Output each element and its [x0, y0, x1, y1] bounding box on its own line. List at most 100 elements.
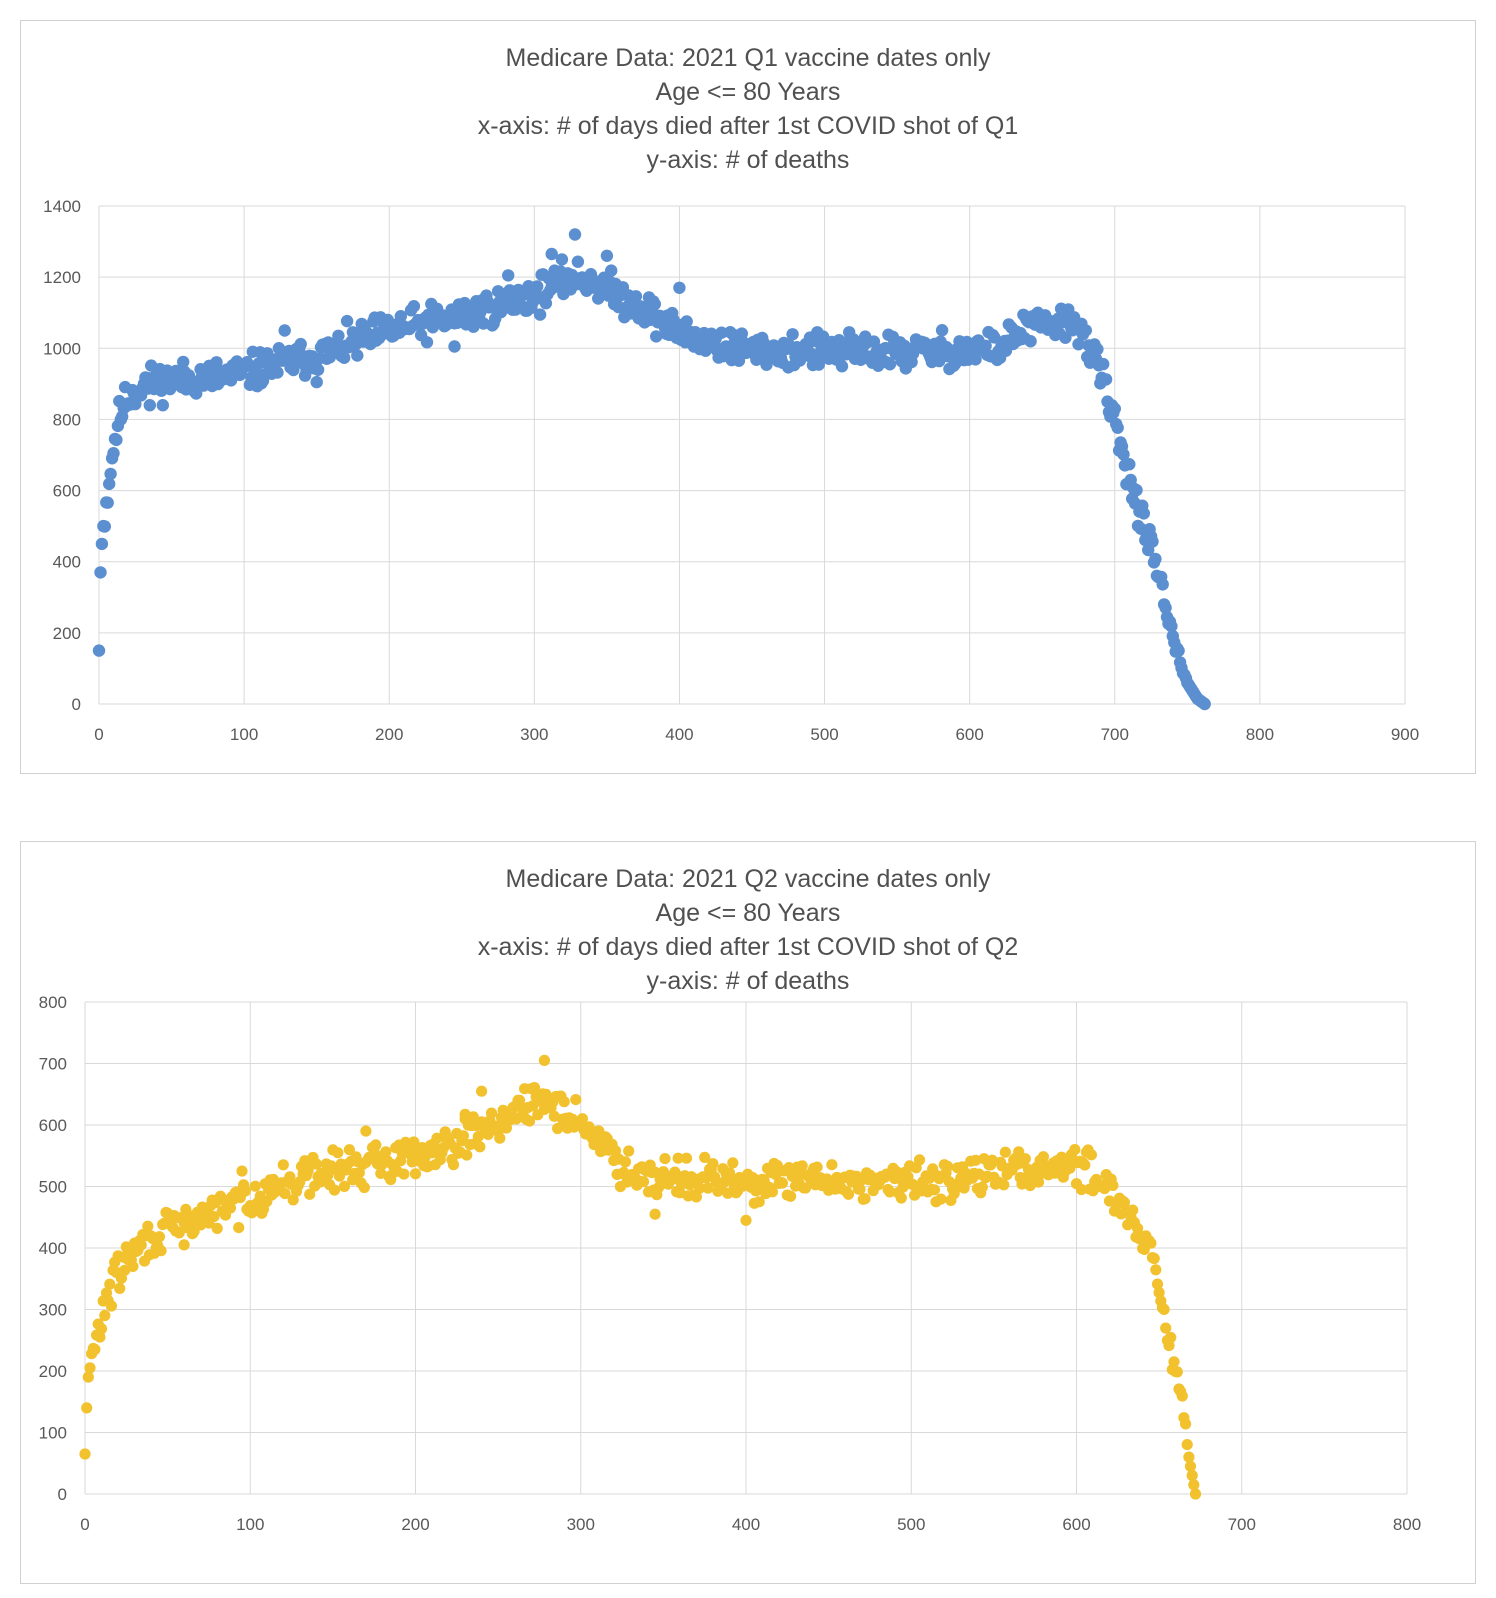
data-point: [95, 1323, 108, 1335]
title-line: Age <= 80 Years: [655, 899, 841, 927]
data-point: [98, 520, 112, 533]
data-point: [583, 1121, 595, 1133]
data-point: [680, 1152, 693, 1164]
data-point: [1172, 644, 1185, 657]
data-point: [649, 1208, 661, 1220]
y-tick-label: 200: [53, 624, 81, 643]
data-point: [457, 1130, 469, 1142]
data-point: [94, 566, 107, 579]
data-point: [935, 1193, 947, 1205]
data-point: [699, 1151, 711, 1163]
x-tick-label: 300: [567, 1515, 595, 1534]
chart-panel-q1: Medicare Data: 2021 Q1 vaccine dates onl…: [20, 20, 1476, 774]
data-point: [1075, 1184, 1088, 1196]
x-tick-label: 700: [1228, 1515, 1256, 1534]
y-tick-label: 1000: [43, 339, 81, 358]
x-tick-label: 0: [94, 725, 103, 744]
data-point: [600, 249, 614, 262]
data-point: [1153, 1287, 1165, 1299]
data-point: [785, 1190, 797, 1202]
data-point: [239, 1185, 251, 1197]
data-point: [105, 1300, 117, 1312]
data-point: [485, 1107, 498, 1119]
data-point: [394, 310, 407, 323]
data-point: [1111, 421, 1124, 434]
y-tick-label: 600: [39, 1116, 67, 1135]
x-tick-label: 600: [955, 725, 983, 744]
y-tick-label: 400: [53, 553, 81, 572]
data-point: [776, 1177, 789, 1189]
data-point: [310, 375, 323, 389]
data-point: [103, 477, 116, 491]
data-point: [420, 336, 434, 349]
scatter-plot-q1: 0 100 200 300 400 500 600 700 800 900 0 200 400 600 80…: [43, 197, 1419, 744]
tick-labels: 0 100 200 300 400 500 600 700 800 0 100 200 300 400 50…: [39, 993, 1422, 1534]
data-point: [304, 1188, 316, 1200]
data-point: [84, 1362, 96, 1374]
data-point: [99, 1309, 111, 1322]
data-point: [294, 337, 307, 351]
data-point: [835, 360, 849, 373]
data-point: [332, 1147, 344, 1159]
data-point: [1146, 535, 1159, 548]
data-point: [1069, 1144, 1081, 1156]
data-points: [92, 228, 1211, 711]
data-point: [786, 328, 799, 341]
data-point: [1165, 620, 1178, 633]
data-point: [999, 1146, 1012, 1158]
data-point: [1183, 1451, 1195, 1463]
x-tick-label: 600: [1062, 1515, 1090, 1534]
y-tick-label: 800: [53, 410, 81, 429]
data-point: [1180, 1418, 1192, 1430]
data-point: [1099, 373, 1113, 386]
data-point: [883, 358, 897, 371]
data-point: [533, 308, 547, 321]
data-point: [702, 1182, 714, 1194]
title-line: x-axis: # of days died after 1st COVID s…: [477, 933, 1019, 961]
data-point: [95, 537, 109, 551]
data-point: [79, 1448, 91, 1460]
data-point: [338, 1180, 350, 1192]
y-tick-label: 500: [39, 1178, 67, 1197]
data-point: [672, 1152, 684, 1164]
data-point: [976, 1181, 988, 1193]
y-tick-label: 100: [39, 1424, 67, 1443]
data-point: [555, 253, 569, 266]
data-point: [271, 366, 284, 379]
data-point: [236, 1165, 248, 1177]
data-point: [1130, 483, 1143, 497]
data-point: [796, 1160, 808, 1172]
data-point: [694, 1182, 706, 1194]
data-point: [459, 1113, 471, 1125]
data-point: [1127, 1204, 1139, 1216]
chart-panel-q2: Medicare Data: 2021 Q2 vaccine dates onl…: [20, 841, 1476, 1584]
data-point: [740, 1214, 752, 1226]
data-point: [1176, 1390, 1188, 1402]
y-tick-label: 0: [58, 1485, 67, 1504]
x-tick-label: 100: [236, 1515, 264, 1534]
chart-title-q1: Medicare Data: 2021 Q1 vaccine dates onl…: [21, 41, 1475, 177]
data-point: [629, 290, 643, 303]
data-point: [619, 1156, 632, 1168]
data-point: [766, 1186, 779, 1198]
data-point: [101, 496, 114, 509]
data-point: [623, 1145, 635, 1157]
data-point: [531, 280, 544, 293]
chart-title-q2: Medicare Data: 2021 Q2 vaccine dates onl…: [21, 862, 1475, 998]
data-point: [753, 1196, 765, 1208]
data-point: [1019, 1153, 1031, 1165]
data-points: [79, 1054, 1202, 1500]
title-line: x-axis: # of days died after 1st COVID s…: [477, 112, 1019, 140]
data-point: [783, 1162, 795, 1174]
title-line: Medicare Data: 2021 Q2 vaccine dates onl…: [505, 865, 991, 893]
data-point: [1150, 1264, 1162, 1276]
x-tick-label: 800: [1246, 725, 1274, 744]
data-point: [173, 1227, 185, 1239]
y-tick-label: 400: [39, 1239, 67, 1258]
data-point: [1189, 1488, 1202, 1500]
x-tick-label: 0: [80, 1515, 89, 1534]
data-point: [545, 247, 558, 261]
data-point: [571, 255, 585, 268]
data-point: [380, 1146, 392, 1158]
data-point: [1107, 1179, 1119, 1191]
